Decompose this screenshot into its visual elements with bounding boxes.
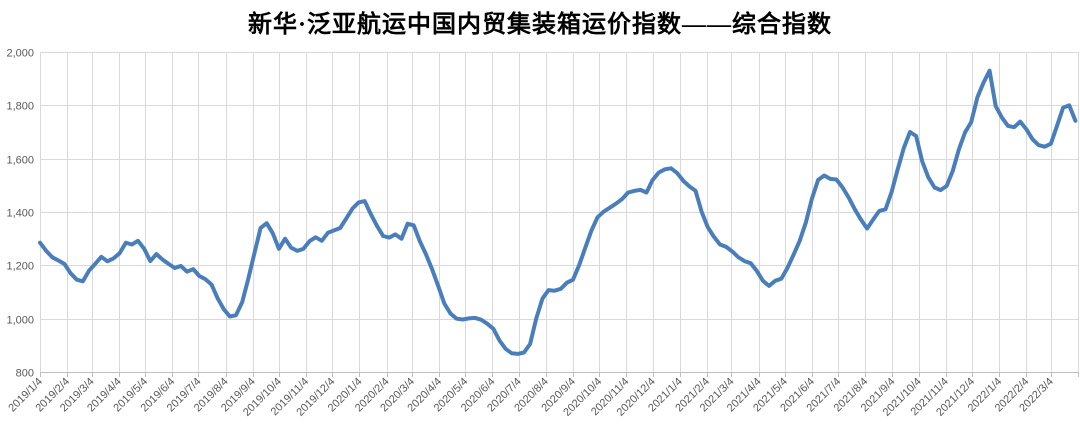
chart-title: 新华·泛亚航运中国内贸集装箱运价指数——综合指数 bbox=[247, 12, 832, 38]
y-tick-label: 1,600 bbox=[6, 155, 34, 167]
y-tick-label: 1,200 bbox=[6, 261, 34, 273]
y-tick-label: 2,000 bbox=[6, 48, 34, 60]
series-line bbox=[38, 68, 1078, 356]
y-tick-label: 1,800 bbox=[6, 101, 34, 113]
y-tick-label: 800 bbox=[16, 368, 34, 380]
y-tick-label: 1,400 bbox=[6, 208, 34, 220]
y-tick-label: 1,000 bbox=[6, 315, 34, 327]
